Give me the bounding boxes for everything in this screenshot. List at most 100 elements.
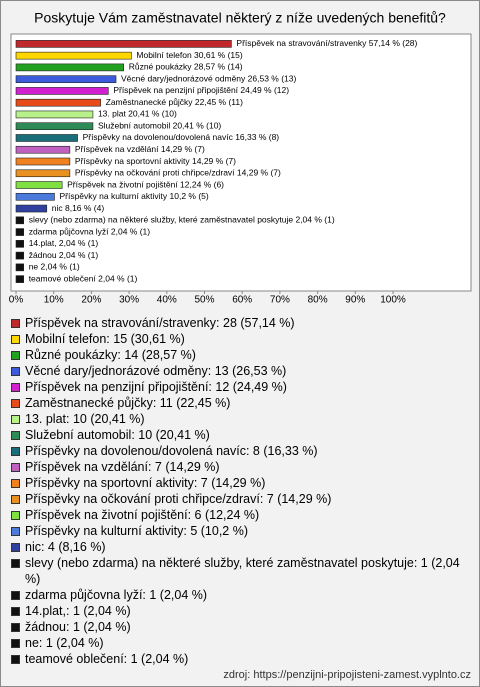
x-tick-label: 90% (345, 295, 365, 306)
x-tick-label: 100% (380, 295, 406, 306)
legend-swatch (11, 639, 20, 648)
bar (15, 169, 71, 178)
legend-label: Příspěvek na vzdělání: 7 (14,29 %) (25, 460, 220, 474)
legend-label: 13. plat: 10 (20,41 %) (25, 412, 145, 426)
bar (15, 181, 63, 189)
x-tick-label: 0% (9, 295, 24, 306)
legend-label: Příspěvek na životní pojištění: 6 (12,24… (25, 508, 260, 522)
legend-label: Příspěvky na kulturní aktivity: 5 (10,2 … (25, 524, 249, 538)
legend-item: teamové oblečení: 1 (2,04 %) (9, 651, 469, 667)
x-tick-label: 70% (270, 295, 290, 306)
bar-label: Věcné dary/jednorázové odměny 26,53 % (1… (121, 73, 296, 83)
legend-swatch (11, 495, 20, 504)
legend-swatch (11, 335, 20, 344)
bar (15, 40, 232, 48)
legend-label: Mobilní telefon: 15 (30,61 %) (25, 332, 185, 346)
legend-swatch (11, 479, 20, 488)
bar (15, 157, 71, 166)
legend-swatch (11, 447, 20, 456)
legend-label: nic: 4 (8,16 %) (25, 540, 106, 554)
bar (15, 263, 24, 272)
legend-label: Služební automobil: 10 (20,41 %) (25, 428, 210, 442)
bar-label: 13. plat 20,41 % (10) (98, 109, 177, 119)
legend-item: Příspěvek na stravování/stravenky: 28 (5… (9, 315, 469, 331)
legend-swatch (11, 511, 20, 520)
bar (15, 98, 101, 107)
x-tick-label: 30% (119, 295, 139, 306)
bar-label: teamové oblečení 2,04 % (1) (29, 273, 138, 283)
legend-swatch (11, 623, 20, 632)
chart: Poskytuje Vám zaměstnavatel některý z ní… (9, 10, 472, 306)
bar-label: Příspěvek na životní pojištění 12,24 % (… (67, 179, 224, 189)
legend-swatch (11, 319, 20, 328)
legend-item: Příspěvek na vzdělání: 7 (14,29 %) (9, 459, 469, 475)
legend-swatch (11, 463, 20, 472)
x-tick-label: 10% (44, 295, 64, 306)
legend-item: slevy (nebo zdarma) na některé služby, k… (9, 555, 469, 587)
bar-label: Příspěvek na penzijní připojištění 24,49… (113, 85, 289, 95)
legend-swatch (11, 655, 20, 664)
x-tick-label: 60% (232, 295, 252, 306)
legend-item: Příspěvky na kulturní aktivity: 5 (10,2 … (9, 523, 469, 539)
legend-label: slevy (nebo zdarma) na některé služby, k… (25, 556, 460, 586)
legend-label: Různé poukázky: 14 (28,57 %) (25, 348, 196, 362)
bar (15, 145, 71, 154)
legend-label: Příspěvky na dovolenou/dovolená navíc: 8… (25, 444, 318, 458)
legend-label: Příspěvky na sportovní aktivity: 7 (14,2… (25, 476, 266, 490)
legend-swatch (11, 607, 20, 616)
bar (15, 75, 117, 83)
bar (15, 240, 24, 248)
legend-item: Příspěvky na dovolenou/dovolená navíc: 8… (9, 443, 469, 459)
bar-label: Různé poukázky 28,57 % (14) (129, 62, 243, 72)
legend-swatch (11, 431, 20, 440)
legend-swatch (11, 527, 20, 536)
bar-label: ne 2,04 % (1) (29, 262, 80, 272)
bar (15, 192, 55, 201)
legend-item: zdarma půjčovna lyží: 1 (2,04 %) (9, 587, 469, 603)
legend-swatch (11, 543, 20, 552)
bar (15, 63, 125, 72)
legend-item: Příspěvky na očkování proti chřipce/zdra… (9, 491, 469, 507)
legend-label: Příspěvky na očkování proti chřipce/zdra… (25, 492, 332, 506)
x-tick-label: 50% (194, 295, 214, 306)
bar-label: Příspěvky na sportovní aktivity 14,29 % … (75, 156, 236, 166)
bar-label: Příspěvek na vzdělání 14,29 % (7) (75, 144, 205, 154)
legend-label: ne: 1 (2,04 %) (25, 636, 104, 650)
x-tick-label: 40% (157, 295, 177, 306)
legend-swatch (11, 399, 20, 408)
bar-label: žádnou 2,04 % (1) (29, 250, 99, 260)
bar-label: 14.plat, 2,04 % (1) (29, 238, 99, 248)
bar (15, 204, 48, 213)
chart-title: Poskytuje Vám zaměstnavatel některý z ní… (34, 10, 446, 26)
source: zdroj: https://penzijni-pripojisteni-zam… (223, 669, 471, 681)
legend-item: Příspěvek na penzijní připojištění: 12 (… (9, 379, 469, 395)
legend-item: 14.plat,: 1 (2,04 %) (9, 603, 469, 619)
bar (15, 51, 132, 60)
legend-label: zdarma půjčovna lyží: 1 (2,04 %) (25, 588, 208, 602)
legend-swatch (11, 351, 20, 360)
legend-label: Věcné dary/jednorázové odměny: 13 (26,53… (25, 364, 287, 378)
legend-item: Příspěvek na životní pojištění: 6 (12,24… (9, 507, 469, 523)
bar-label: zdarma půjčovna lyží 2,04 % (1) (29, 226, 151, 236)
bar-label: Příspěvky na kulturní aktivity 10,2 % (5… (59, 191, 208, 201)
legend-label: 14.plat,: 1 (2,04 %) (25, 604, 131, 618)
bar (15, 122, 94, 131)
x-tick-label: 80% (308, 295, 328, 306)
bar-label: Příspěvky na očkování proti chřipce/zdra… (75, 168, 281, 178)
bar (15, 134, 78, 142)
legend-label: žádnou: 1 (2,04 %) (25, 620, 131, 634)
legend-label: teamové oblečení: 1 (2,04 %) (25, 652, 189, 666)
bar (15, 228, 24, 236)
legend-item: Zaměstnanecké půjčky: 11 (22,45 %) (9, 395, 469, 411)
legend-swatch (11, 367, 20, 376)
bar-label: slevy (nebo zdarma) na některé služby, k… (29, 215, 335, 225)
legend-label: Příspěvek na penzijní připojištění: 12 (… (25, 380, 287, 394)
bar-label: Služební automobil 20,41 % (10) (98, 120, 221, 130)
legend-item: Služební automobil: 10 (20,41 %) (9, 427, 469, 443)
legend-item: nic: 4 (8,16 %) (9, 539, 469, 555)
bar (15, 87, 109, 95)
legend-item: 13. plat: 10 (20,41 %) (9, 411, 469, 427)
bar (15, 110, 94, 119)
legend-label: Zaměstnanecké půjčky: 11 (22,45 %) (25, 396, 231, 410)
